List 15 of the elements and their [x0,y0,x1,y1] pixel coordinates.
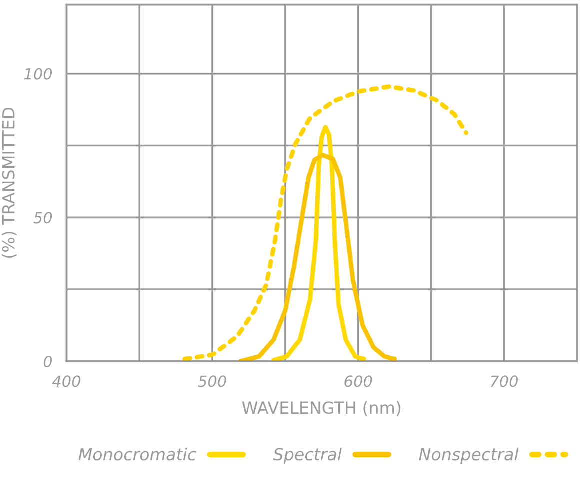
x-tick-label: 700 [491,376,518,388]
y-tick-label: 50 [34,212,52,224]
y-tick-label: 0 [44,356,52,368]
y-tick-label: 100 [24,68,52,80]
x-tick-label: 600 [344,376,372,388]
line-series [272,125,366,362]
legend-label: Nonspectral [419,448,519,464]
line-series [238,153,398,362]
y-axis-title: (%) TRANSMITTED [2,108,17,258]
legend-label: Spectral [273,448,342,464]
line-series [182,84,468,362]
legend-label: Monocromatic [78,448,196,461]
x-tick-label: 500 [198,376,226,388]
x-axis-title: WAVELENGTH (nm) [242,401,401,416]
x-tick-label: 400 [52,376,81,388]
